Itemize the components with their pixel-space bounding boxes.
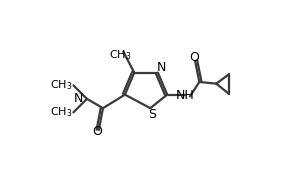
Text: CH$_3$: CH$_3$ — [109, 48, 132, 62]
Text: NH: NH — [176, 89, 195, 102]
Text: N: N — [157, 61, 166, 74]
Text: N: N — [74, 92, 83, 104]
Text: CH$_3$: CH$_3$ — [50, 78, 73, 92]
Text: CH$_3$: CH$_3$ — [50, 105, 73, 119]
Text: O: O — [189, 51, 199, 64]
Text: S: S — [148, 108, 156, 121]
Text: O: O — [92, 125, 102, 138]
